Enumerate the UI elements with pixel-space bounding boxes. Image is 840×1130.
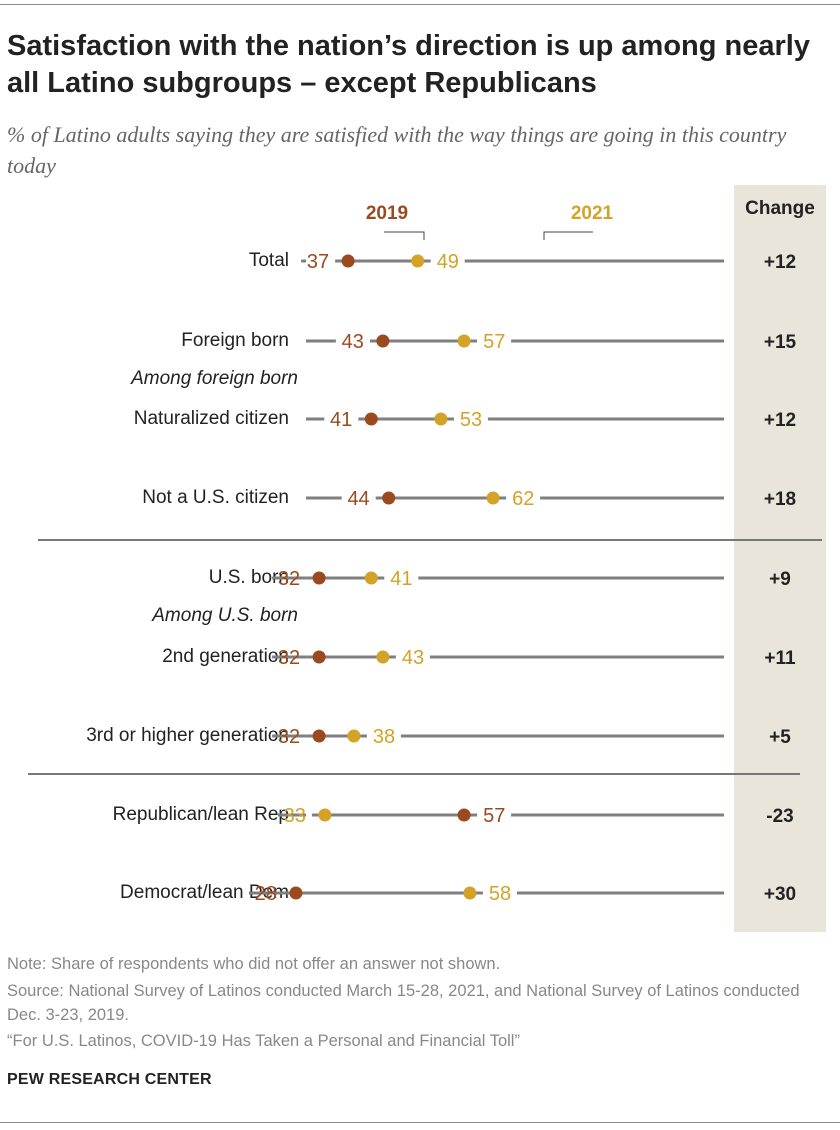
org-name: PEW RESEARCH CENTER bbox=[7, 1071, 212, 1088]
value-label-2019: 32 bbox=[278, 726, 300, 748]
value-label-2021: 41 bbox=[390, 568, 412, 590]
footer-note: Note: Share of respondents who did not o… bbox=[7, 955, 501, 973]
dot-2021 bbox=[376, 650, 390, 664]
change-value: +15 bbox=[764, 332, 797, 353]
value-label-2021: 62 bbox=[512, 488, 534, 510]
dot-2019 bbox=[312, 650, 326, 664]
row-label: Democrat/lean Dem bbox=[120, 882, 289, 903]
change-value: -23 bbox=[766, 806, 793, 827]
dot-2021 bbox=[434, 412, 448, 426]
change-header: Change bbox=[745, 198, 815, 219]
bottom-rule bbox=[0, 1122, 840, 1123]
change-value: +11 bbox=[764, 648, 796, 669]
change-value: +30 bbox=[764, 884, 796, 905]
value-label-2019: 43 bbox=[342, 331, 364, 353]
dot-plot-chart: Change 2019 2021 Total 37 49 +12 Foreign born 43… bbox=[28, 185, 826, 932]
dot-2021 bbox=[411, 254, 425, 268]
value-label-2021: 49 bbox=[437, 251, 459, 273]
dot-2019 bbox=[382, 491, 396, 505]
change-value: +12 bbox=[764, 252, 796, 273]
value-label-2021: 57 bbox=[483, 331, 505, 353]
row-label: Not a U.S. citizen bbox=[142, 487, 289, 508]
value-label-2019: 28 bbox=[255, 883, 277, 905]
legend-2021-bracket bbox=[543, 231, 593, 240]
subgroup-subheader: Among foreign born bbox=[130, 368, 298, 389]
dot-2019 bbox=[341, 254, 355, 268]
dot-2019 bbox=[289, 886, 303, 900]
value-label-2021: 33 bbox=[284, 805, 306, 827]
footer-report: “For U.S. Latinos, COVID-19 Has Taken a … bbox=[7, 1032, 520, 1050]
legend-2019: 2019 bbox=[366, 203, 408, 224]
dot-2021 bbox=[486, 491, 500, 505]
dot-2019 bbox=[312, 571, 326, 585]
value-label-2019: 57 bbox=[483, 805, 505, 827]
row-label: Foreign born bbox=[181, 330, 289, 351]
subgroup-subheader: Among U.S. born bbox=[151, 605, 298, 626]
dot-2019 bbox=[376, 334, 390, 348]
change-value: +9 bbox=[769, 569, 791, 590]
chart-title: Satisfaction with the nation’s direction… bbox=[7, 30, 810, 99]
value-label-2021: 58 bbox=[489, 883, 511, 905]
value-label-2019: 32 bbox=[278, 647, 300, 669]
change-value: +12 bbox=[764, 410, 796, 431]
change-value: +5 bbox=[769, 727, 791, 748]
row-label: U.S. born bbox=[209, 567, 289, 588]
value-label-2021: 53 bbox=[460, 409, 482, 431]
dot-2019 bbox=[364, 412, 378, 426]
value-label-2019: 32 bbox=[278, 568, 300, 590]
dot-2021 bbox=[364, 571, 378, 585]
change-column-bg bbox=[734, 185, 826, 932]
dot-2019 bbox=[312, 729, 326, 743]
value-label-2019: 41 bbox=[330, 409, 352, 431]
row-label: Total bbox=[249, 250, 289, 271]
value-label-2019: 44 bbox=[347, 488, 369, 510]
value-label-2019: 37 bbox=[307, 251, 329, 273]
chart-subtitle: % of Latino adults saying they are satis… bbox=[7, 122, 787, 178]
row-label: Naturalized citizen bbox=[134, 408, 289, 429]
dot-2021 bbox=[347, 729, 361, 743]
change-value: +18 bbox=[764, 489, 796, 510]
row-label: 3rd or higher generation bbox=[86, 725, 289, 746]
value-label-2021: 43 bbox=[402, 647, 424, 669]
row-label: 2nd generation bbox=[162, 646, 289, 667]
legend-2021: 2021 bbox=[571, 203, 614, 224]
row-label: Republican/lean Rep bbox=[113, 804, 289, 825]
dot-2019 bbox=[457, 808, 471, 822]
dot-2021 bbox=[318, 808, 332, 822]
footer-source: Source: National Survey of Latinos condu… bbox=[7, 982, 800, 1024]
dot-2021 bbox=[463, 886, 477, 900]
value-label-2021: 38 bbox=[373, 726, 395, 748]
legend-2019-bracket bbox=[384, 231, 425, 240]
top-rule bbox=[0, 4, 840, 5]
dot-2021 bbox=[457, 334, 471, 348]
